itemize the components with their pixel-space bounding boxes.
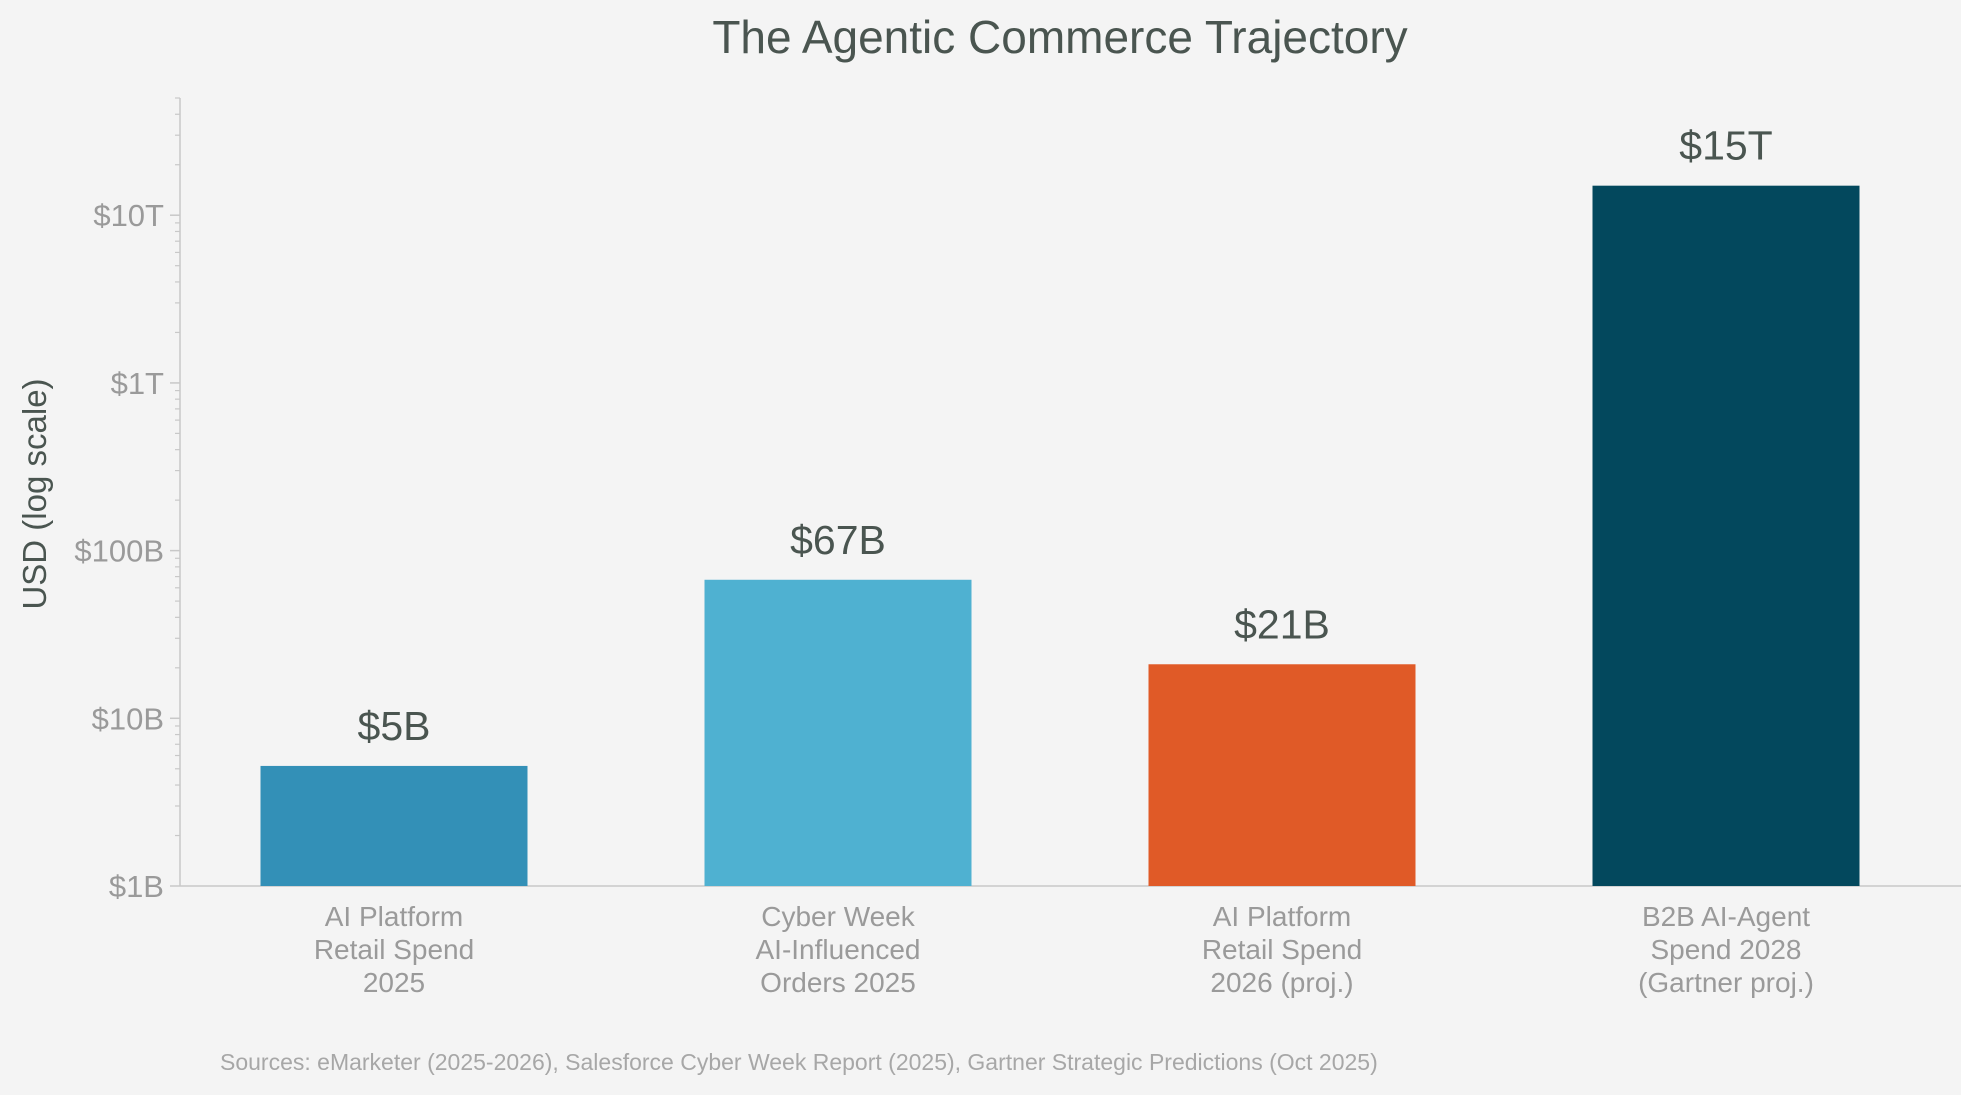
bar: [1148, 664, 1416, 886]
bar-value-label: $5B: [358, 703, 431, 749]
x-tick-label: AI Platform Retail Spend 2026 (proj.): [1202, 901, 1362, 998]
value-labels: $5B $67B $21B $15T: [358, 123, 1773, 749]
x-tick-label: AI Platform Retail Spend 2025: [314, 901, 474, 998]
y-tick-label: $10T: [93, 198, 164, 233]
source-note: Sources: eMarketer (2025-2026), Salesfor…: [220, 1049, 1378, 1075]
y-axis: $1B $10B $100B $1T $10T: [74, 97, 181, 904]
y-axis-label: USD (log scale): [16, 378, 53, 609]
y-tick-label: $100B: [74, 534, 164, 569]
bar-value-label: $67B: [790, 517, 886, 563]
bar: [260, 765, 528, 886]
bar: [1592, 185, 1860, 887]
x-tick-label: B2B AI-Agent Spend 2028 (Gartner proj.): [1638, 901, 1814, 998]
bar: [704, 579, 972, 886]
bar-value-label: $21B: [1234, 601, 1330, 647]
chart-title: The Agentic Commerce Trajectory: [712, 11, 1407, 63]
y-tick-label: $10B: [92, 701, 164, 736]
x-tick-label: Cyber Week AI-Influenced Orders 2025: [756, 901, 921, 998]
y-tick-label: $1T: [111, 366, 164, 401]
bar-value-label: $15T: [1679, 123, 1772, 169]
y-tick-label: $1B: [109, 869, 164, 904]
x-axis: AI Platform Retail Spend 2025 Cyber Week AI-…: [180, 885, 1961, 998]
bars: [260, 185, 1860, 887]
